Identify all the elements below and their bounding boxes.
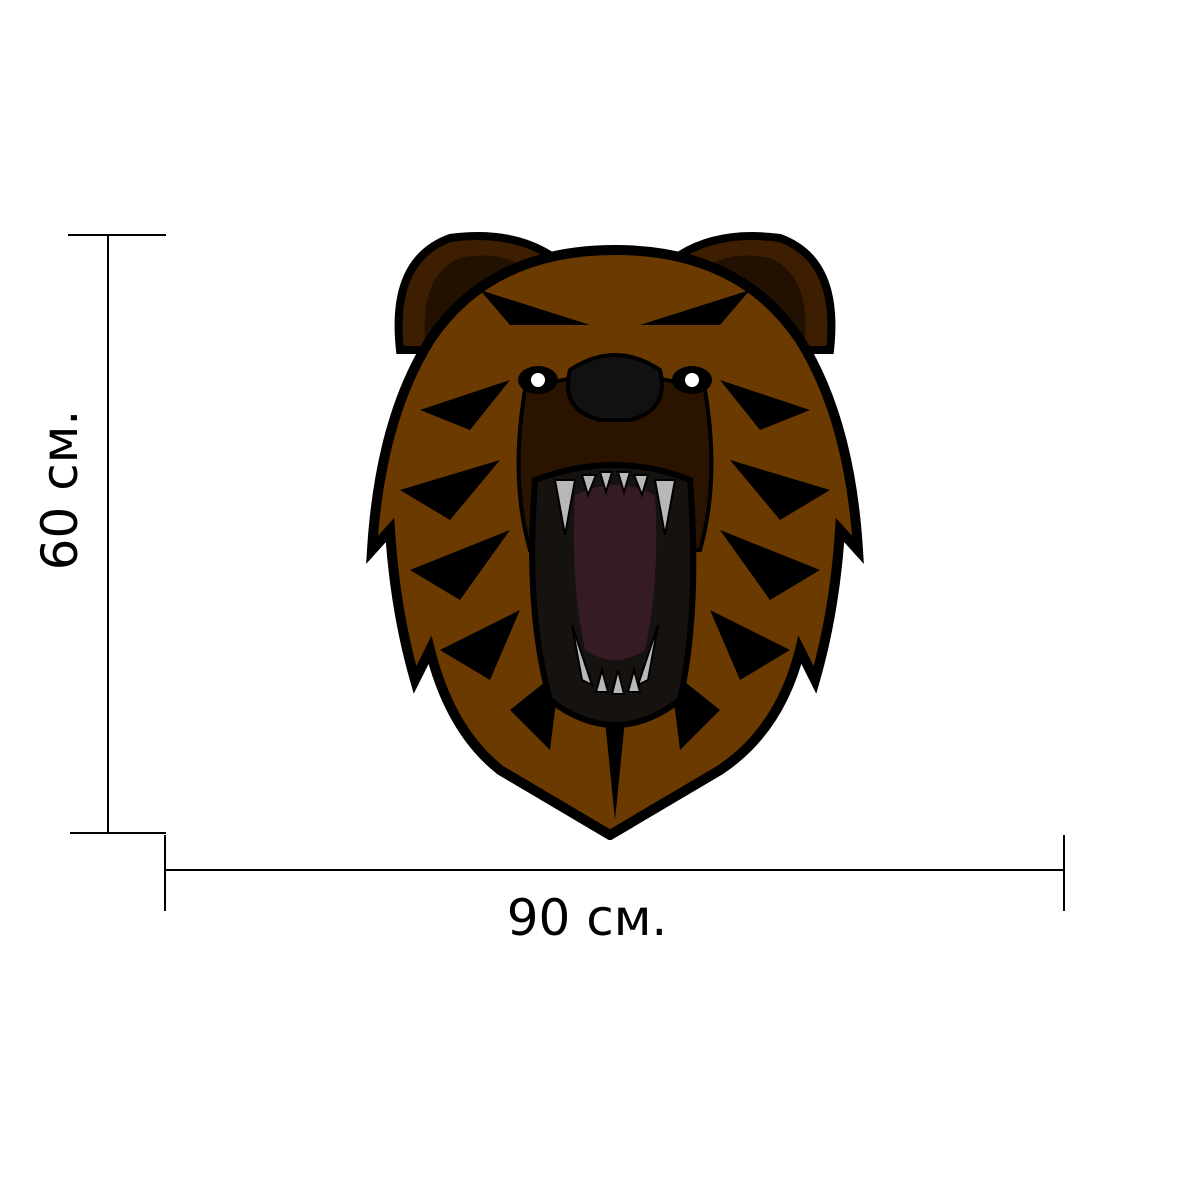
nose	[566, 353, 664, 422]
height-top-tick	[68, 234, 166, 236]
tongue	[573, 485, 657, 660]
width-dimension-line	[165, 869, 1065, 871]
bear-head-illustration	[366, 232, 864, 840]
eyes	[518, 366, 712, 394]
width-left-tick	[164, 835, 166, 911]
teeth	[553, 471, 677, 695]
height-dimension-line	[107, 235, 109, 834]
width-right-tick	[1063, 835, 1065, 911]
width-label: 90 см.	[506, 889, 668, 947]
fur-stripes	[400, 290, 830, 820]
height-bottom-tick	[70, 832, 166, 834]
height-label: 60 см.	[31, 409, 89, 571]
